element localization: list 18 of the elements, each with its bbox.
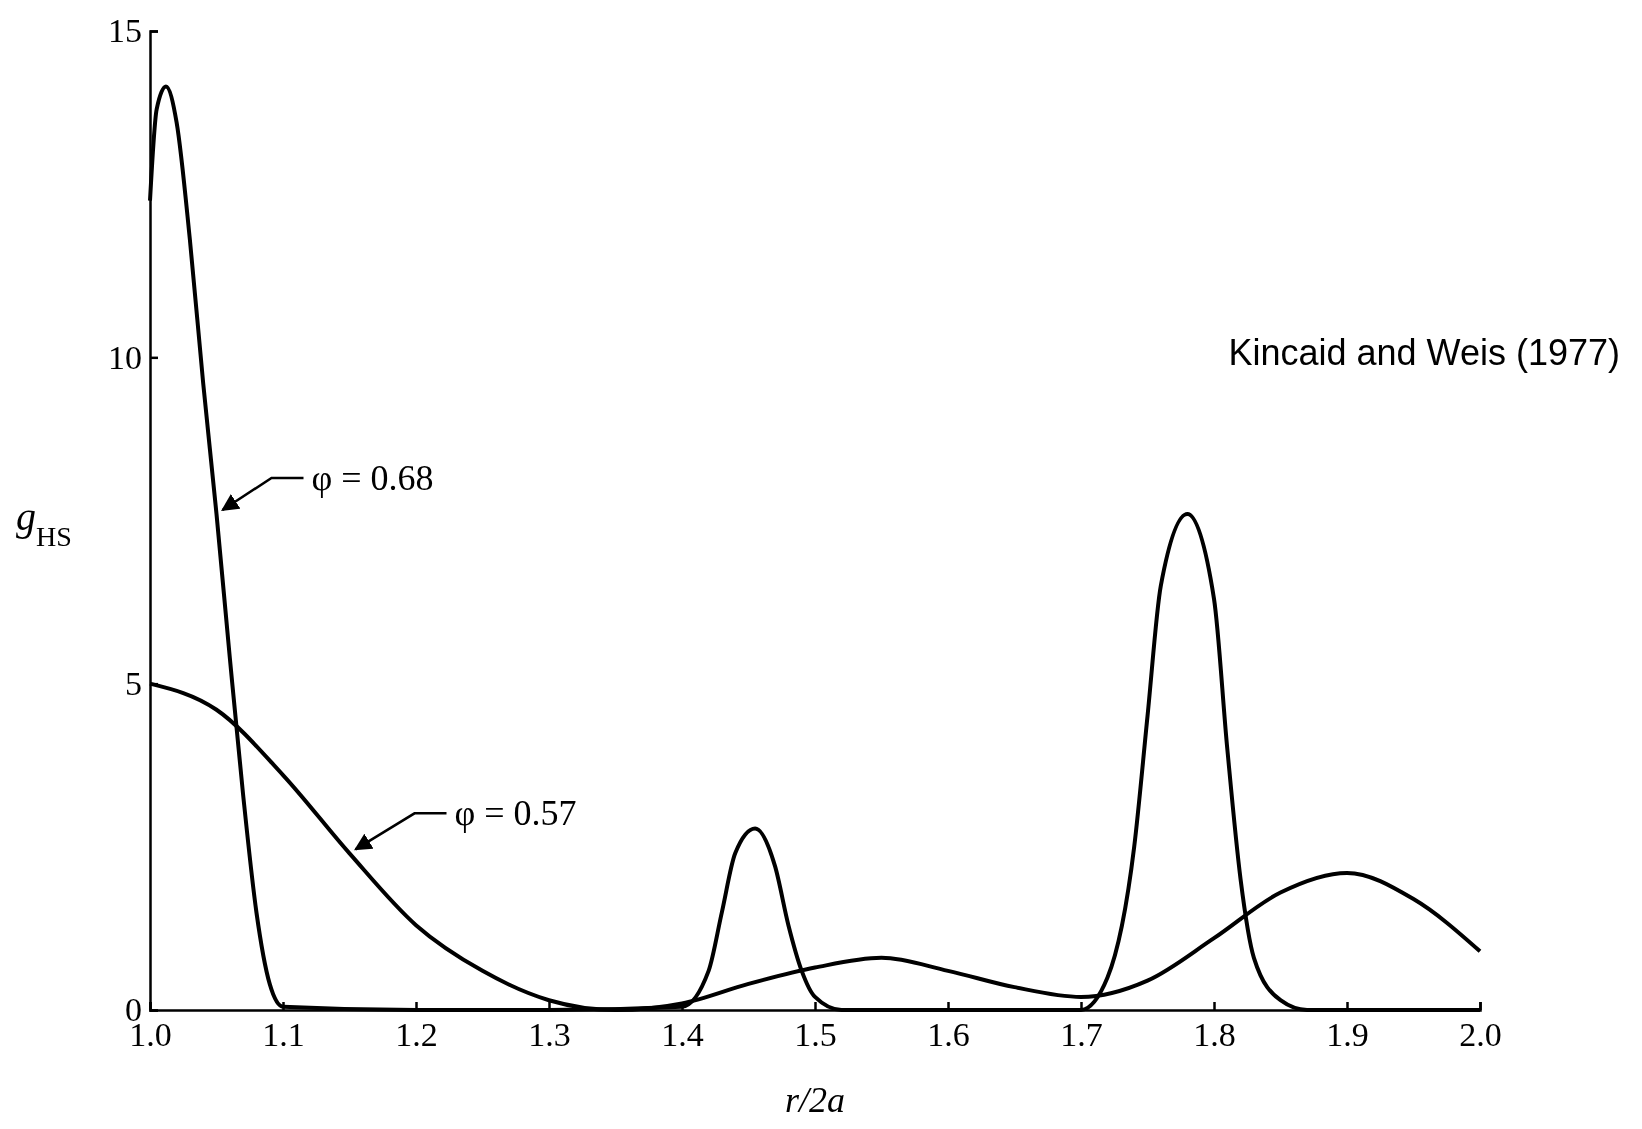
y-tick-label: 15 bbox=[108, 12, 142, 50]
y-tick-label: 10 bbox=[108, 338, 142, 376]
x-tick-label: 1.2 bbox=[395, 1016, 438, 1054]
y-tick-label: 5 bbox=[125, 665, 142, 703]
y-axis-title: g$_{HS}$ bbox=[16, 494, 72, 552]
x-tick-label: 1.1 bbox=[262, 1016, 305, 1054]
x-tick-label: 1.4 bbox=[661, 1016, 704, 1054]
legend-label: φ = 0.68 bbox=[311, 457, 434, 498]
x-tick-label: 1.5 bbox=[794, 1016, 837, 1054]
x-axis-title: r/2a bbox=[784, 1080, 846, 1120]
x-tick-label: 1.3 bbox=[528, 1016, 571, 1054]
x-tick-label: 1.8 bbox=[1193, 1016, 1236, 1054]
x-tick-label: 1.6 bbox=[927, 1016, 970, 1054]
legend-label: φ = 0.57 bbox=[454, 793, 577, 834]
annotation: Kincaid and Weis (1977) bbox=[1228, 332, 1620, 373]
x-tick-label: 2.0 bbox=[1459, 1016, 1502, 1054]
x-tick-label: 1.9 bbox=[1326, 1016, 1369, 1054]
x-tick-label: 1.7 bbox=[1060, 1016, 1103, 1054]
